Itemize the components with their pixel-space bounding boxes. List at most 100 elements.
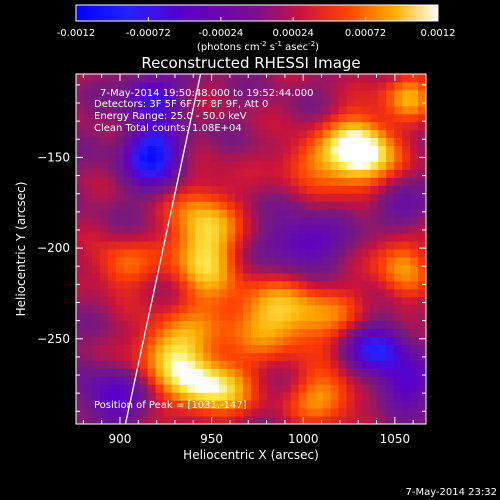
heatmap-cell: [346, 249, 355, 258]
heatmap-cell: [378, 336, 387, 345]
heatmap-cell: [362, 105, 371, 115]
heatmap-cell: [394, 416, 403, 424]
heatmap-cell: [243, 241, 252, 250]
heatmap-cell: [298, 384, 308, 393]
heatmap-cell: [266, 145, 276, 155]
heatmap-cell: [187, 336, 196, 345]
heatmap-cell: [322, 249, 332, 258]
heatmap-cell: [314, 225, 324, 234]
heatmap-cell: [107, 376, 117, 385]
heatmap-cell: [76, 264, 85, 274]
heatmap-cell: [354, 217, 363, 226]
heatmap-cell: [362, 249, 371, 258]
heatmap-cell: [219, 193, 228, 202]
heatmap-cell: [163, 376, 172, 385]
heatmap-cell: [179, 74, 188, 83]
heatmap-cell: [346, 416, 355, 424]
heatmap-cell: [282, 201, 292, 210]
heatmap-cell: [131, 161, 141, 170]
heatmap-cell: [378, 74, 387, 83]
heatmap-cell: [354, 74, 363, 83]
heatmap-cell: [394, 392, 403, 401]
heatmap-cell: [282, 280, 292, 290]
heatmap-cell: [99, 137, 109, 147]
heatmap-cell: [83, 416, 93, 424]
heatmap-cell: [418, 74, 426, 83]
heatmap-cell: [139, 368, 149, 377]
heatmap-cell: [123, 193, 133, 202]
heatmap-cell: [243, 81, 252, 91]
heatmap-cell: [322, 320, 332, 330]
heatmap-cell: [306, 376, 316, 385]
heatmap-cell: [243, 376, 252, 385]
heatmap-cell: [386, 360, 395, 369]
heatmap-cell: [282, 416, 292, 424]
heatmap-cell: [338, 129, 347, 139]
heatmap-cell: [235, 264, 244, 274]
heatmap-cell: [163, 296, 172, 306]
heatmap-cell: [346, 145, 355, 155]
heatmap-cell: [76, 169, 85, 178]
heatmap-cell: [187, 74, 196, 83]
heatmap-cell: [386, 336, 395, 345]
heatmap-cell: [274, 288, 284, 298]
heatmap-cell: [410, 129, 419, 139]
annotation-block: 7-May-2014 19:50:48.000 to 19:52:44.000 …: [94, 88, 313, 134]
heatmap-cell: [227, 193, 236, 202]
heatmap-cell: [370, 89, 379, 99]
heatmap-cell: [378, 217, 387, 226]
heatmap-cell: [227, 352, 236, 361]
heatmap-cell: [274, 121, 284, 131]
heatmap-cell: [147, 225, 157, 234]
heatmap-cell: [123, 169, 133, 178]
heatmap-cell: [338, 185, 347, 194]
heatmap-cell: [274, 217, 284, 226]
heatmap-cell: [83, 336, 93, 345]
heatmap-cell: [76, 185, 85, 194]
heatmap-cell: [155, 376, 164, 385]
heatmap-cell: [219, 113, 228, 123]
heatmap-cell: [290, 74, 300, 83]
heatmap-cell: [386, 241, 395, 250]
heatmap-cell: [227, 241, 236, 250]
heatmap-cell: [370, 304, 379, 314]
heatmap-cell: [306, 416, 316, 424]
heatmap-cell: [76, 296, 85, 306]
colorbar: [75, 4, 439, 22]
heatmap-cell: [314, 272, 324, 282]
heatmap-cell: [314, 89, 324, 99]
heatmap-cell: [362, 384, 371, 393]
heatmap-cell: [378, 81, 387, 91]
heatmap-cell: [386, 249, 395, 258]
heatmap-cell: [282, 185, 292, 194]
heatmap-cell: [346, 121, 355, 131]
heatmap-cell: [107, 137, 117, 147]
heatmap-cell: [386, 280, 395, 290]
heatmap-cell: [243, 177, 252, 186]
heatmap-cell: [211, 74, 220, 83]
heatmap-cell: [131, 97, 141, 107]
heatmap-cell: [195, 256, 204, 266]
heatmap-cell: [266, 201, 276, 210]
heatmap-cell: [394, 81, 403, 91]
heatmap-cell: [258, 328, 268, 337]
heatmap-cell: [76, 392, 85, 401]
heatmap-cell: [362, 97, 371, 107]
heatmap-cell: [187, 97, 196, 107]
heatmap-cell: [290, 201, 300, 210]
heatmap-cell: [418, 233, 426, 242]
heatmap-cell: [76, 89, 85, 99]
heatmap-cell: [394, 328, 403, 337]
heatmap-cell: [155, 177, 164, 186]
heatmap-cell: [99, 97, 109, 107]
heatmap-cell: [251, 177, 260, 186]
heatmap-cell: [123, 97, 133, 107]
heatmap-cell: [274, 280, 284, 290]
heatmap-cell: [258, 264, 268, 274]
heatmap-cell: [243, 408, 252, 417]
heatmap-cell: [211, 81, 220, 91]
heatmap-cell: [251, 360, 260, 369]
heatmap-cell: [274, 384, 284, 393]
heatmap-cell: [219, 153, 228, 162]
heatmap-cell: [266, 137, 276, 147]
